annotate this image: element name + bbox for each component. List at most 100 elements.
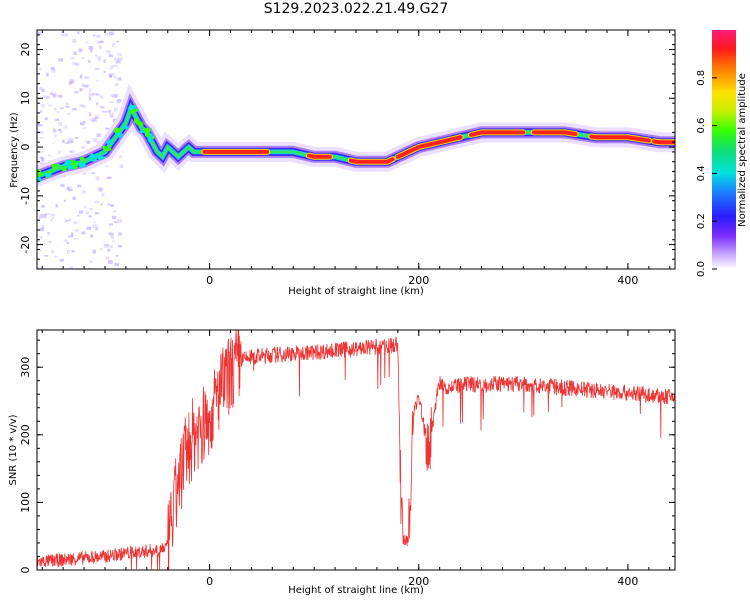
spectrogram-noise-cell bbox=[37, 121, 40, 125]
colorbar-tick-label: 0.4 bbox=[696, 165, 707, 181]
spectrogram-noise-cell bbox=[89, 112, 92, 117]
spectrogram-noise-cell bbox=[50, 92, 54, 96]
spectrogram-noise-cell bbox=[96, 140, 100, 145]
spectrogram-noise-cell bbox=[83, 205, 87, 208]
snr-x-label: Height of straight line (km) bbox=[288, 585, 424, 596]
spectrogram-noise-cell bbox=[66, 241, 70, 244]
spectrogram-noise-cell bbox=[48, 241, 52, 243]
spectrogram-noise-cell bbox=[88, 60, 91, 63]
spectrogram-noise-cell bbox=[110, 65, 114, 68]
spectrogram-noise-cell bbox=[63, 199, 66, 203]
spectrogram-noise-cell bbox=[74, 91, 79, 94]
spectrogram-noise-cell bbox=[68, 235, 73, 238]
spectrogram-noise-cell bbox=[98, 188, 103, 192]
spectrogram-noise-cell bbox=[110, 115, 114, 118]
spectrogram-noise-cell bbox=[77, 214, 80, 217]
spectrogram-noise-cell bbox=[94, 115, 99, 119]
x-tick-label: 200 bbox=[408, 575, 429, 588]
spectrogram-noise-cell bbox=[89, 208, 93, 211]
spectrogram-noise-cell bbox=[110, 235, 114, 239]
spectrogram-noise-cell bbox=[70, 57, 75, 60]
spectrogram-noise-cell bbox=[78, 210, 83, 214]
spectrogram-blob bbox=[44, 172, 52, 177]
spectrogram-noise-cell bbox=[92, 138, 98, 142]
snr-series-line bbox=[37, 330, 675, 570]
spectrogram-noise-cell bbox=[108, 54, 113, 58]
spectrogram-noise-cell bbox=[40, 236, 43, 239]
spectrogram-hot-red bbox=[348, 157, 395, 164]
spectrogram-noise-cell bbox=[78, 48, 83, 53]
spectrogram-noise-cell bbox=[59, 259, 65, 262]
spectrogram-blob bbox=[51, 163, 59, 168]
spectrogram-noise-cell bbox=[96, 40, 101, 44]
spectrogram-noise-cell bbox=[67, 186, 72, 191]
snr-frame bbox=[36, 329, 676, 571]
spectrogram-noise-cell bbox=[82, 56, 85, 60]
spectrogram-noise-cell bbox=[95, 227, 98, 231]
spectrogram-frame bbox=[36, 29, 676, 270]
x-tick-label: 0 bbox=[206, 575, 213, 588]
spectrogram-noise-cell bbox=[54, 255, 58, 258]
spectrogram-noise-cell bbox=[80, 122, 85, 126]
y-tick-label: 10 bbox=[19, 91, 32, 105]
spectrogram-noise-cell bbox=[113, 221, 118, 224]
y-tick-label: 0 bbox=[19, 567, 32, 574]
spectrogram-noise-cell bbox=[94, 54, 98, 57]
spectrogram-noise-cell bbox=[113, 64, 118, 68]
spectrogram-noise-cell bbox=[109, 31, 114, 36]
spectrogram-noise-cell bbox=[39, 227, 45, 232]
spectrogram-noise-cell bbox=[98, 40, 104, 43]
spectrogram-noise-cell bbox=[64, 141, 69, 145]
spectrogram-noise-cell bbox=[103, 59, 106, 63]
spectrogram-hot-red bbox=[652, 139, 675, 145]
spectrogram-noise-cell bbox=[74, 229, 79, 233]
spectrogram-noise-cell bbox=[91, 120, 96, 123]
spectrogram-noise-cell bbox=[69, 266, 73, 269]
spectrogram-noise-cell bbox=[64, 220, 67, 223]
spectrogram-noise-cell bbox=[108, 67, 113, 70]
spectrogram-blob bbox=[135, 121, 143, 126]
colorbar-tick-label: 0.8 bbox=[696, 70, 707, 86]
spectrogram-noise-cell bbox=[96, 102, 99, 106]
x-tick-label: 0 bbox=[206, 274, 213, 287]
spectrogram-noise-cell bbox=[108, 260, 113, 264]
spectrogram-blob bbox=[117, 132, 123, 137]
spectrogram-noise-cell bbox=[42, 95, 47, 98]
spectrogram-noise-cell bbox=[72, 196, 76, 200]
spectrogram-blob bbox=[90, 157, 97, 162]
spectrogram-noise-cell bbox=[69, 78, 75, 83]
spectrogram-noise-cell bbox=[112, 43, 116, 47]
spectrogram-noise-cell bbox=[88, 96, 92, 101]
spectrogram-noise-cell bbox=[47, 104, 53, 107]
spectrogram-blob bbox=[97, 155, 105, 160]
y-tick-label: 200 bbox=[19, 424, 32, 445]
spectrogram-noise-cell bbox=[66, 186, 70, 190]
spectrogram-noise-cell bbox=[113, 210, 117, 213]
spectrogram-noise-cell bbox=[115, 61, 121, 64]
spectrogram-noise-cell bbox=[105, 256, 109, 260]
spectrogram-noise-cell bbox=[112, 118, 118, 122]
spectrogram-noise-cell bbox=[97, 56, 102, 60]
spectrogram-blob bbox=[114, 129, 120, 134]
snr-panel: 0 200 400 0 100 200 300 Height of straight lin… bbox=[8, 329, 676, 596]
spectrogram-hot-red bbox=[395, 135, 463, 159]
spectrogram-noise-cell bbox=[115, 100, 121, 104]
figure-title: S129.2023.022.21.49.G27 bbox=[263, 1, 449, 17]
spectrogram-noise-cell bbox=[110, 204, 115, 207]
spectrogram-noise-cell bbox=[44, 255, 49, 257]
spectrogram-noise-cell bbox=[55, 203, 58, 208]
spectrogram-noise-cell bbox=[46, 95, 51, 100]
spectrogram-noise-cell bbox=[89, 234, 94, 238]
spectrogram-noise-cell bbox=[69, 150, 72, 153]
spectrogram-noise-cell bbox=[113, 94, 118, 98]
spectrogram-noise-cell bbox=[63, 125, 68, 129]
spectrogram-noise-cell bbox=[115, 254, 119, 257]
x-tick-label: 400 bbox=[617, 274, 638, 287]
spectrogram-noise-cell bbox=[103, 70, 106, 73]
spectrogram-noise-cell bbox=[117, 218, 122, 223]
spectrogram-noise-cell bbox=[72, 107, 77, 111]
spectrogram-noise-cell bbox=[86, 141, 91, 144]
spectrogram-noise-cell bbox=[67, 140, 70, 144]
spectrogram-hot-red bbox=[531, 130, 578, 137]
spectrogram-noise-cell bbox=[89, 93, 94, 96]
